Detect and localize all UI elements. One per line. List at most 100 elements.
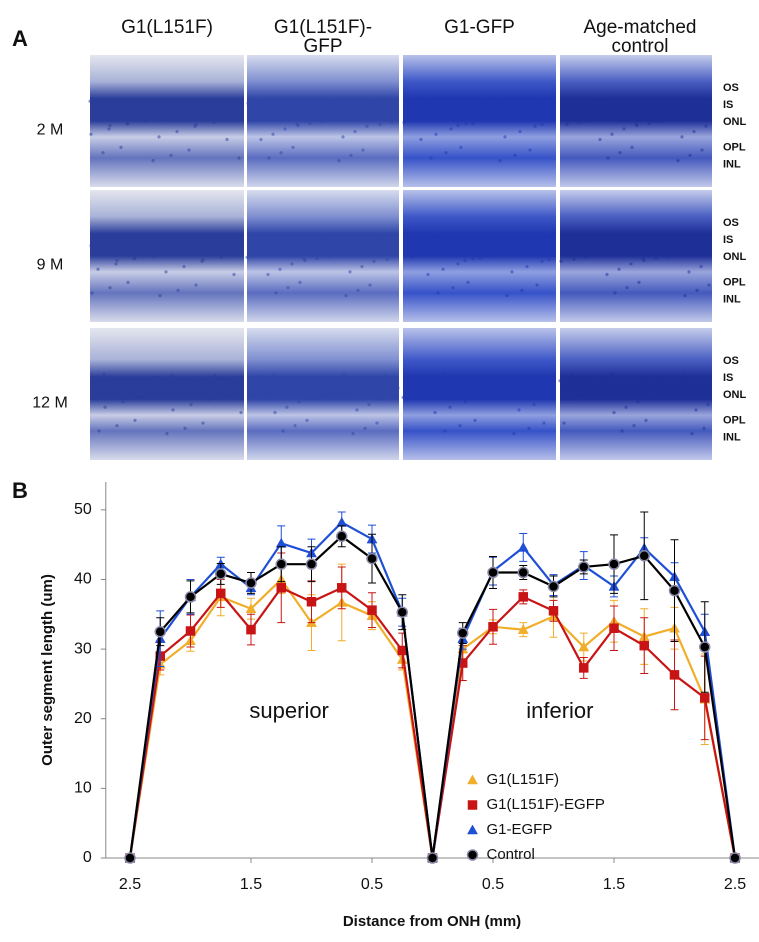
cell-speck	[312, 112, 316, 116]
cell-speck	[438, 387, 442, 391]
cell-speck	[132, 112, 136, 116]
cell-speck	[308, 121, 312, 125]
cell-speck	[700, 148, 704, 152]
cell-speck	[214, 386, 218, 390]
cell-speck	[231, 236, 235, 240]
cell-speck	[598, 137, 602, 142]
cell-speck	[114, 114, 118, 118]
cell-speck	[314, 387, 318, 391]
cell-speck	[466, 280, 470, 284]
cell-speck	[324, 110, 328, 114]
cell-speck	[596, 253, 600, 257]
cell-speck	[341, 135, 345, 139]
cell-speck	[114, 262, 118, 266]
x-tick-label: 1.5	[603, 876, 625, 893]
cell-speck	[315, 256, 319, 260]
cell-speck	[369, 100, 373, 105]
cell-speck	[677, 383, 681, 387]
cell-speck	[150, 110, 154, 114]
cell-speck	[310, 396, 314, 401]
cell-speck	[363, 426, 367, 430]
marker	[638, 550, 650, 562]
cell-speck	[113, 103, 117, 107]
cell-speck	[655, 102, 659, 106]
micrograph	[403, 190, 556, 322]
cell-speck	[199, 100, 203, 105]
cell-speck	[120, 104, 124, 109]
cell-speck	[245, 255, 249, 259]
marker	[367, 605, 377, 615]
cell-speck	[429, 244, 433, 248]
y-tick-label: 0	[83, 849, 92, 866]
cell-speck	[439, 108, 443, 113]
cell-speck	[230, 118, 234, 122]
marker	[488, 622, 498, 632]
cell-speck	[649, 396, 653, 401]
marker	[578, 561, 590, 573]
cell-speck	[463, 258, 467, 263]
cell-speck	[360, 264, 364, 269]
cell-speck	[670, 245, 674, 249]
x-axis-label: Distance from ONH (mm)	[343, 913, 521, 930]
cell-speck	[535, 105, 539, 110]
cell-speck	[486, 119, 490, 123]
cell-speck	[699, 264, 703, 269]
cell-speck	[237, 156, 241, 160]
x-tick-label: 2.5	[724, 876, 746, 893]
cell-speck	[661, 394, 665, 398]
cell-speck	[471, 121, 475, 125]
cell-speck	[680, 135, 684, 139]
cell-speck	[368, 283, 372, 287]
cell-speck	[451, 286, 455, 290]
cell-speck	[133, 418, 137, 422]
cell-speck	[640, 376, 644, 380]
cell-speck	[481, 102, 485, 106]
marker	[397, 645, 407, 656]
cell-speck	[436, 291, 440, 295]
cell-speck	[201, 421, 205, 425]
cell-speck	[364, 241, 368, 245]
cell-speck	[256, 384, 260, 388]
cell-speck	[416, 393, 420, 397]
cell-speck	[512, 432, 516, 436]
layer-label: OS	[723, 217, 739, 229]
cell-speck	[490, 385, 494, 389]
cell-speck	[119, 145, 123, 149]
cell-speck	[461, 114, 465, 118]
cell-speck	[207, 248, 211, 252]
cell-speck	[674, 235, 678, 239]
cell-speck	[404, 238, 408, 243]
cell-speck	[616, 387, 620, 391]
cell-speck	[127, 239, 131, 244]
y-tick-label: 50	[74, 501, 92, 518]
cell-speck	[268, 382, 272, 386]
cell-speck	[501, 117, 505, 121]
cell-speck	[402, 120, 406, 124]
cell-speck	[681, 373, 685, 377]
cell-speck	[200, 113, 204, 117]
cell-speck	[266, 272, 270, 277]
cell-speck	[261, 244, 265, 248]
marker	[699, 641, 711, 653]
cell-speck	[95, 234, 99, 238]
cell-speck	[283, 127, 287, 131]
cell-speck	[684, 111, 688, 115]
marker	[245, 603, 257, 613]
cell-speck	[253, 236, 257, 240]
cell-speck	[175, 129, 179, 134]
marker	[467, 824, 478, 835]
cell-speck	[695, 288, 699, 292]
cell-speck	[152, 251, 156, 255]
cell-speck	[646, 249, 650, 253]
cell-speck	[157, 135, 161, 139]
marker	[306, 597, 317, 607]
cell-speck	[409, 255, 413, 259]
cell-speck	[347, 389, 351, 393]
cell-speck	[480, 377, 484, 382]
cell-speck	[239, 410, 243, 415]
cell-speck	[528, 148, 532, 152]
cell-speck	[218, 111, 222, 115]
cell-speck	[478, 395, 482, 399]
cell-speck	[424, 253, 428, 257]
cell-speck	[525, 264, 529, 269]
